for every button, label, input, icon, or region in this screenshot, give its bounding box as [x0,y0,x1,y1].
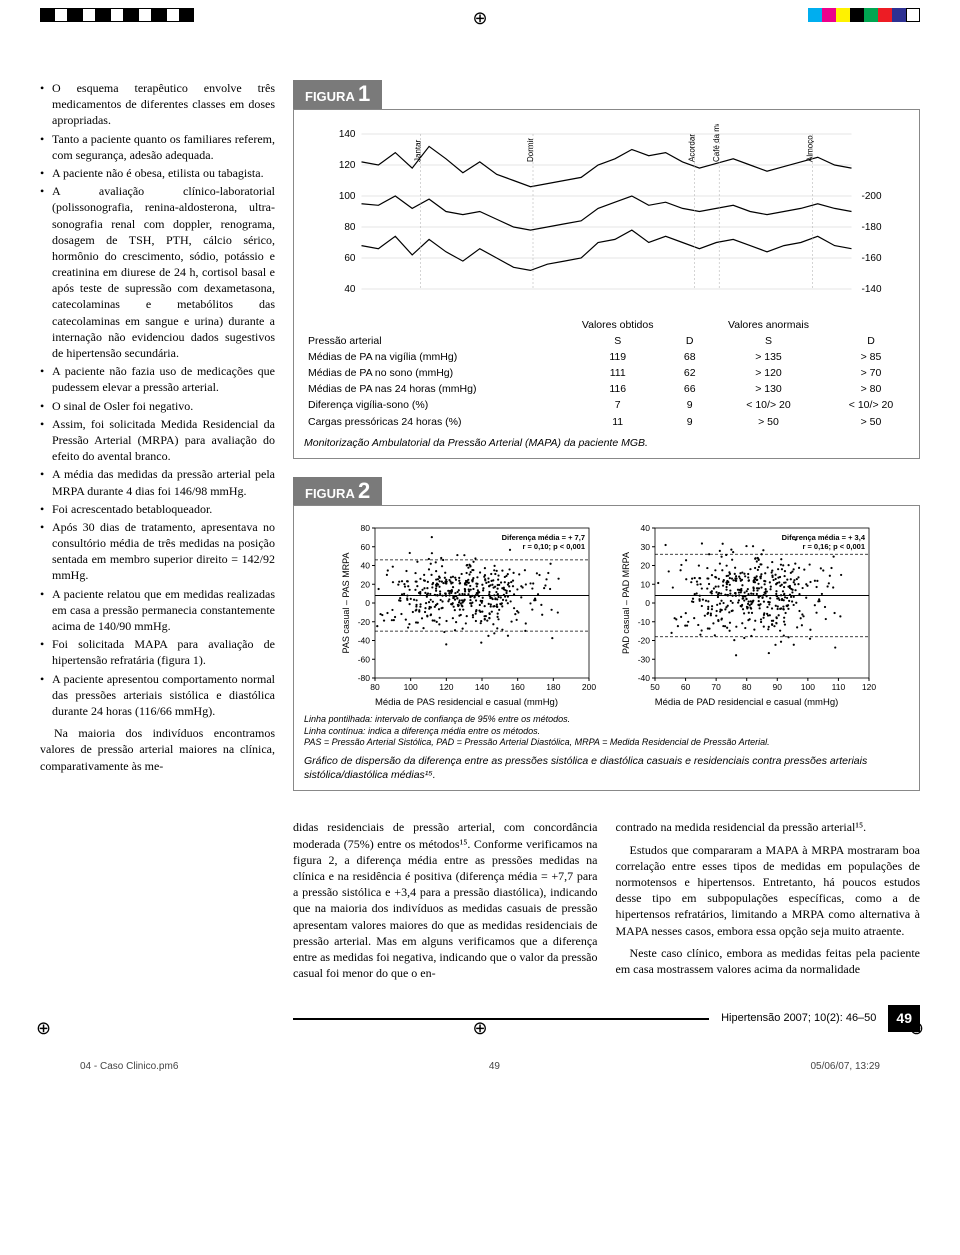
figure-1-table: Valores obtidosValores anormais Pressão … [304,317,909,430]
bullet-item: Foi solicitada MAPA para avaliação de hi… [40,636,275,668]
svg-text:Diferença média = + 7,7: Diferença média = + 7,7 [501,533,584,542]
svg-text:60: 60 [680,682,690,692]
svg-text:100: 100 [403,682,417,692]
bullet-item: A média das medidas da pressão arterial … [40,466,275,498]
svg-text:100: 100 [339,191,356,202]
bullet-list: O esquema terapêutico envolve três medic… [40,80,275,719]
svg-text:PAD casual – PAD MRPA: PAD casual – PAD MRPA [621,552,631,654]
print-meta: 04 - Caso Clinico.pm6 49 05/06/07, 13:29 [40,1060,920,1074]
svg-text:-140: -140 [861,284,881,295]
page-footer: Hipertensão 2007; 10(2): 46–50 49 [293,1005,920,1032]
registration-mark-icon: ⊕ [909,1016,924,1040]
table-row: Cargas pressóricas 24 horas (%)119> 50> … [304,414,909,430]
body-col-1: didas residenciais de pressão arterial, … [293,819,598,981]
svg-text:140: 140 [474,682,488,692]
svg-text:-200: -200 [861,191,881,202]
svg-text:-40: -40 [637,673,650,683]
bullet-item: A paciente relatou que em medidas realiz… [40,586,275,635]
svg-text:0: 0 [365,598,370,608]
svg-text:-20: -20 [637,636,650,646]
svg-text:PAS casual – PAS MRPA: PAS casual – PAS MRPA [341,553,351,654]
svg-text:-160: -160 [861,253,881,264]
svg-text:40: 40 [344,284,356,295]
svg-text:60: 60 [360,542,370,552]
calibration-strip-left [40,8,194,22]
body-col-2: contrado na medida residencial da pressã… [616,819,921,981]
svg-text:0: 0 [645,598,650,608]
svg-text:10: 10 [640,580,650,590]
figure-1-label: FIGURA 1 [293,80,382,109]
table-row: Diferença vigília-sono (%)79< 10/> 20< 1… [304,397,909,413]
left-column: O esquema terapêutico envolve três medic… [40,80,275,1032]
right-column: FIGURA 1 140120100806040-200-180-160-140… [293,80,920,1032]
svg-text:40: 40 [640,523,650,533]
svg-text:100: 100 [800,682,814,692]
figure-2-caption: Gráfico de dispersão da diferença entre … [304,754,909,782]
figure-2-scatter-left: 806040200-20-40-60-808010012014016018020… [337,520,597,710]
svg-text:180: 180 [546,682,560,692]
svg-text:r = 0,16; p < 0,001: r = 0,16; p < 0,001 [802,542,865,551]
svg-text:200: 200 [581,682,595,692]
svg-text:Café da manhã: Café da manhã [712,124,721,162]
svg-text:30: 30 [640,542,650,552]
svg-text:Jantar: Jantar [413,139,422,162]
svg-text:40: 40 [360,561,370,571]
svg-text:-30: -30 [637,655,650,665]
svg-text:Diferença média = + 3,4: Diferença média = + 3,4 [781,533,865,542]
bullet-item: A paciente não é obesa, etilista ou taba… [40,165,275,181]
table-row: Médias de PA nas 24 horas (mmHg)11666> 1… [304,381,909,397]
svg-text:80: 80 [370,682,380,692]
svg-text:-20: -20 [357,617,370,627]
svg-text:70: 70 [711,682,721,692]
svg-text:110: 110 [831,682,845,692]
svg-text:50: 50 [650,682,660,692]
svg-text:-180: -180 [861,222,881,233]
svg-text:Almoço: Almoço [805,134,814,161]
svg-text:20: 20 [360,580,370,590]
bullet-item: O esquema terapêutico envolve três medic… [40,80,275,129]
svg-text:80: 80 [344,222,356,233]
figure-1: FIGURA 1 140 120 100 80 60 40 -200 -180 -160 -140… [293,80,920,477]
figure-2-label: FIGURA 2 [293,477,382,506]
bullet-item: Tanto a paciente quanto os familiares re… [40,131,275,163]
svg-text:-60: -60 [357,655,370,665]
bullet-item: A avaliação clínico-laboratorial (poliss… [40,183,275,361]
svg-text:-10: -10 [637,617,650,627]
svg-text:120: 120 [439,682,453,692]
registration-mark-icon: ⊕ [472,6,487,30]
svg-text:r = 0,10; p < 0,001: r = 0,10; p < 0,001 [522,542,585,551]
body-columns: didas residenciais de pressão arterial, … [293,819,920,981]
journal-ref: Hipertensão 2007; 10(2): 46–50 [721,1011,876,1026]
svg-text:-40: -40 [357,636,370,646]
bullet-item: A paciente apresentou comportamento norm… [40,671,275,720]
left-closing-paragraph: Na maioria dos indivíduos encontramos va… [40,725,275,774]
bullet-item: O sinal de Osler foi negativo. [40,398,275,414]
svg-text:Acordar: Acordar [688,133,697,161]
table-row: Médias de PA na vigília (mmHg)11968> 135… [304,349,909,365]
svg-text:20: 20 [640,561,650,571]
figure-2: FIGURA 2 806040200-20-40-60-808010012014… [293,477,920,805]
svg-text:140: 140 [339,129,356,140]
registration-mark-icon: ⊕ [472,1016,487,1040]
svg-text:-80: -80 [357,673,370,683]
svg-text:160: 160 [510,682,524,692]
table-row: Médias de PA no sono (mmHg)11162> 120> 7… [304,365,909,381]
figure-2-footnotes: Linha pontilhada: intervalo de confiança… [304,714,909,748]
registration-mark-icon: ⊕ [36,1016,51,1040]
figure-2-scatter-right: 403020100-10-20-30-405060708090100110120… [617,520,877,710]
svg-text:80: 80 [360,523,370,533]
svg-text:120: 120 [861,682,875,692]
svg-text:90: 90 [772,682,782,692]
bullet-item: A paciente não fazia uso de medicações q… [40,363,275,395]
svg-text:60: 60 [344,253,356,264]
calibration-strip-right [808,8,920,22]
bullet-item: Assim, foi solicitada Medida Residencial… [40,416,275,465]
bullet-item: Após 30 dias de tratamento, apresentava … [40,519,275,584]
figure-1-caption: Monitorização Ambulatorial da Pressão Ar… [304,436,909,450]
svg-text:120: 120 [339,160,356,171]
svg-text:Dormir: Dormir [526,137,535,161]
svg-text:80: 80 [741,682,751,692]
figure-1-chart: 140 120 100 80 60 40 -200 -180 -160 -140 Jantar Dor… [304,124,909,309]
bullet-item: Foi acrescentado betabloqueador. [40,501,275,517]
